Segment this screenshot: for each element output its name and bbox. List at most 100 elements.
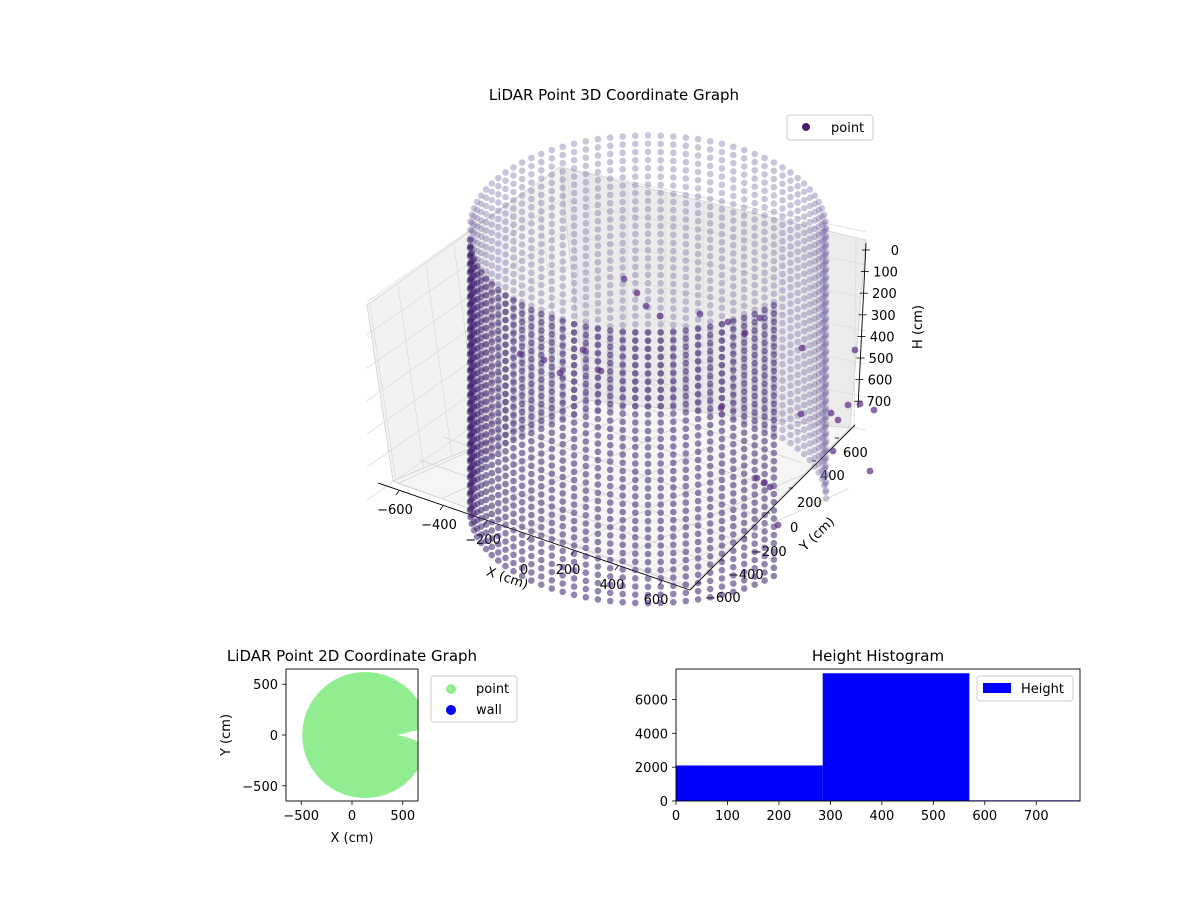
data-point bbox=[538, 281, 545, 289]
data-point bbox=[706, 187, 714, 194]
data-point bbox=[632, 271, 639, 279]
data-point bbox=[706, 285, 714, 293]
data-point bbox=[632, 493, 639, 500]
data-point bbox=[718, 271, 726, 279]
data-point bbox=[751, 319, 758, 326]
data-point bbox=[787, 415, 794, 422]
data-point bbox=[518, 384, 526, 391]
data-point bbox=[594, 489, 602, 497]
data-point bbox=[718, 238, 726, 246]
data-point bbox=[706, 318, 714, 326]
data-point bbox=[502, 407, 509, 414]
data-point bbox=[800, 336, 808, 343]
data-point bbox=[548, 552, 556, 559]
data-point bbox=[466, 343, 474, 350]
data-point bbox=[657, 304, 664, 312]
data-point bbox=[820, 326, 828, 333]
data-point bbox=[582, 512, 590, 519]
data-point bbox=[559, 258, 566, 265]
data-point bbox=[644, 287, 652, 295]
data-point bbox=[495, 516, 502, 523]
data-point bbox=[594, 571, 602, 579]
data-point bbox=[470, 229, 478, 237]
data-point bbox=[657, 484, 664, 492]
data-point bbox=[794, 256, 801, 264]
data-point bbox=[794, 223, 801, 231]
data-point bbox=[548, 212, 556, 219]
data-point bbox=[706, 487, 714, 495]
data-point bbox=[594, 234, 602, 241]
data-point bbox=[682, 458, 690, 465]
data-point bbox=[538, 556, 545, 564]
data-point bbox=[632, 222, 639, 230]
data-point bbox=[518, 490, 526, 498]
data-point bbox=[706, 162, 714, 170]
data-point bbox=[761, 162, 768, 170]
data-point bbox=[761, 347, 768, 355]
data-point bbox=[751, 232, 758, 240]
data-point bbox=[787, 177, 794, 184]
data-point bbox=[466, 507, 474, 514]
data-point bbox=[756, 314, 764, 322]
data-point bbox=[740, 269, 748, 277]
data-point bbox=[682, 142, 690, 150]
data-point bbox=[594, 432, 602, 439]
data-point bbox=[761, 187, 768, 195]
data-point bbox=[694, 152, 702, 159]
data-point bbox=[800, 385, 808, 392]
data-point bbox=[582, 561, 590, 568]
data-point bbox=[477, 217, 485, 224]
data-point bbox=[822, 308, 829, 315]
data-point bbox=[538, 540, 545, 547]
data-point bbox=[751, 573, 758, 580]
data-point bbox=[594, 217, 602, 225]
data-point bbox=[473, 231, 481, 238]
data-point bbox=[502, 530, 509, 537]
data-point bbox=[682, 540, 690, 547]
data-point bbox=[682, 134, 690, 141]
data-point bbox=[644, 444, 652, 451]
data-point bbox=[718, 214, 726, 221]
data-point bbox=[570, 443, 578, 451]
data-point bbox=[619, 459, 626, 467]
data-point bbox=[811, 348, 819, 355]
data-point bbox=[548, 269, 556, 277]
data-point bbox=[822, 437, 830, 445]
data-point bbox=[538, 158, 545, 166]
data-point bbox=[518, 233, 526, 240]
data-point bbox=[706, 261, 714, 268]
data-point bbox=[528, 220, 535, 227]
data-point bbox=[670, 198, 677, 206]
data-point bbox=[582, 146, 590, 153]
data-point bbox=[510, 436, 517, 444]
data-point bbox=[706, 585, 714, 593]
data-point bbox=[770, 241, 778, 248]
data-point bbox=[800, 221, 808, 228]
data-point bbox=[822, 349, 829, 356]
data-point bbox=[594, 538, 602, 546]
data-point bbox=[806, 268, 814, 275]
data-point bbox=[582, 503, 590, 511]
data-point bbox=[644, 509, 652, 517]
data-point bbox=[761, 355, 768, 363]
data-point bbox=[779, 303, 786, 311]
data-point bbox=[818, 401, 826, 409]
data-point bbox=[670, 549, 677, 557]
data-point bbox=[606, 548, 614, 556]
data-point bbox=[518, 334, 526, 342]
data-point bbox=[488, 270, 496, 278]
data-point bbox=[528, 364, 535, 371]
data-point bbox=[632, 148, 639, 156]
data-point bbox=[811, 389, 819, 396]
data-point bbox=[619, 206, 626, 214]
data-point bbox=[694, 193, 702, 200]
data-point bbox=[466, 417, 474, 424]
data-point bbox=[770, 392, 778, 399]
data-point bbox=[570, 337, 578, 344]
data-point bbox=[800, 352, 808, 360]
data-point bbox=[740, 511, 748, 518]
data-point bbox=[582, 372, 590, 380]
data-point bbox=[488, 510, 496, 518]
data-point bbox=[815, 370, 823, 378]
data-point bbox=[822, 373, 829, 381]
